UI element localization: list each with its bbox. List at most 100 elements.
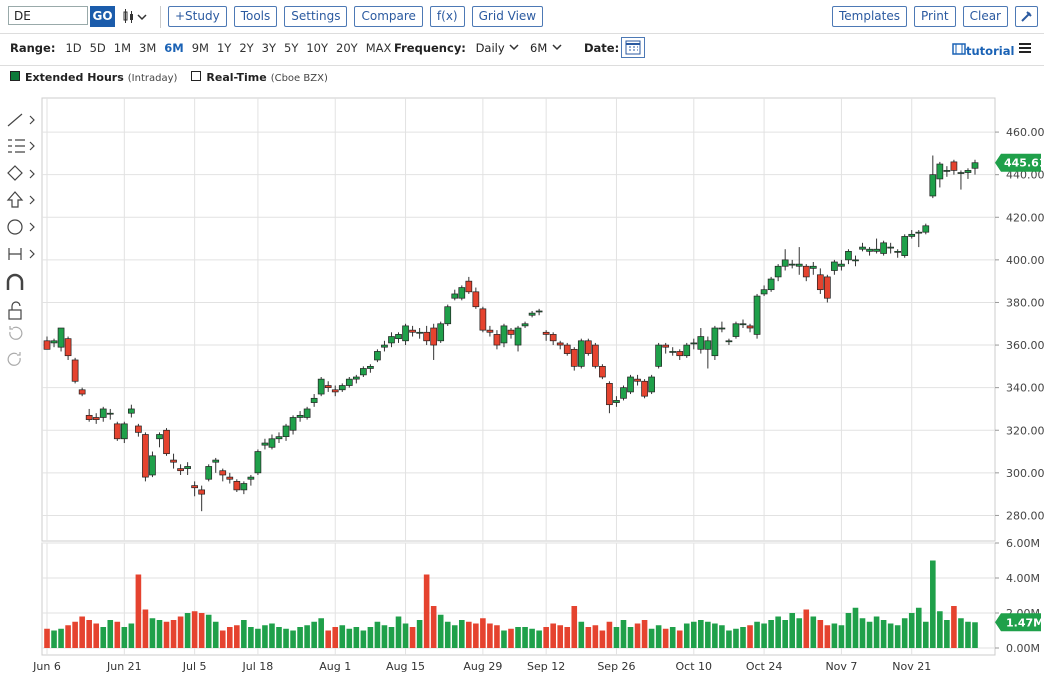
period-value: 6M bbox=[530, 41, 548, 55]
volume-bar bbox=[212, 621, 219, 648]
lock-tool[interactable] bbox=[8, 309, 22, 320]
candle-body bbox=[367, 366, 374, 369]
volume-bar bbox=[409, 627, 416, 648]
volume-bar bbox=[100, 627, 107, 648]
volume-badge bbox=[995, 613, 1041, 632]
range-option[interactable]: 20Y bbox=[336, 41, 358, 55]
volume-bar bbox=[163, 621, 170, 648]
candle-body bbox=[697, 336, 705, 350]
volume-bar bbox=[529, 628, 535, 648]
range-option[interactable]: 6M bbox=[164, 41, 184, 55]
volume-bar bbox=[887, 623, 894, 648]
candle-body bbox=[381, 344, 388, 348]
candle-body bbox=[781, 259, 789, 267]
tutorial-link[interactable]: tutorial bbox=[952, 43, 1014, 59]
candle-body bbox=[556, 342, 564, 346]
candle-body bbox=[613, 400, 620, 403]
candle-body bbox=[282, 425, 290, 437]
range-option[interactable]: MAX bbox=[365, 41, 392, 55]
volume-bar bbox=[606, 621, 613, 648]
volume-bar bbox=[248, 627, 254, 648]
volume-bar bbox=[297, 627, 303, 648]
price-badge bbox=[995, 153, 1041, 172]
redo-tool[interactable] bbox=[7, 352, 21, 366]
undo-tool[interactable] bbox=[9, 326, 23, 340]
toolbar-button[interactable]: Clear bbox=[962, 6, 1008, 27]
candle-body bbox=[908, 233, 916, 237]
chart-type-icon[interactable] bbox=[122, 8, 152, 26]
candle-body bbox=[289, 417, 297, 431]
pin-button[interactable] bbox=[1015, 6, 1038, 27]
candle-body bbox=[887, 246, 894, 249]
y-tick-label: 300.00 bbox=[1006, 467, 1044, 480]
range-option[interactable]: 1Y bbox=[216, 41, 232, 55]
legend-item: Real-Time (Cboe BZX) bbox=[191, 71, 328, 84]
range-option[interactable]: 5D bbox=[89, 41, 106, 55]
candle-body bbox=[514, 327, 522, 346]
toolbar-button[interactable]: f(x) bbox=[429, 6, 465, 27]
volume-bar bbox=[810, 616, 817, 648]
volume-bar bbox=[515, 627, 521, 648]
range-label: Range: bbox=[10, 41, 56, 55]
toolbar-button[interactable]: Tools bbox=[233, 6, 278, 27]
dropdown-icon bbox=[509, 44, 519, 51]
line-tool[interactable] bbox=[7, 113, 23, 127]
range-option[interactable]: 5Y bbox=[284, 41, 299, 55]
measure-tool[interactable] bbox=[8, 248, 22, 260]
candle-body bbox=[739, 323, 747, 326]
toolbar-button[interactable]: Compare bbox=[354, 6, 423, 27]
magnet-tool[interactable] bbox=[6, 273, 24, 290]
range-option[interactable]: 10Y bbox=[306, 41, 329, 55]
y-tick-label: 360.00 bbox=[1006, 339, 1044, 352]
volume-bar bbox=[458, 620, 465, 648]
range-option[interactable]: 1D bbox=[65, 41, 82, 55]
volume-bar bbox=[318, 618, 324, 648]
range-option[interactable]: 1M bbox=[113, 41, 132, 55]
volume-bar bbox=[437, 614, 444, 648]
volume-bar bbox=[381, 625, 388, 648]
candle-body bbox=[268, 438, 276, 448]
toolbar-button[interactable]: +Study bbox=[168, 6, 227, 27]
toolbar-button[interactable]: Templates bbox=[831, 6, 907, 27]
candle-body bbox=[261, 442, 269, 446]
y-tick-label: 400.00 bbox=[1006, 254, 1044, 267]
range-option[interactable]: 3M bbox=[139, 41, 157, 55]
candle-body bbox=[240, 483, 248, 491]
price-pane bbox=[41, 97, 996, 542]
frequency-select[interactable]: Daily bbox=[476, 41, 521, 55]
shape-tool[interactable] bbox=[7, 165, 23, 181]
volume-bar bbox=[79, 616, 85, 648]
volume-bar bbox=[866, 621, 873, 648]
legend: Extended Hours (Intraday) Real-Time (Cboe B… bbox=[10, 71, 342, 84]
x-tick-label: Jun 21 bbox=[106, 660, 142, 673]
range-option[interactable]: 9M bbox=[191, 41, 209, 55]
volume-bar bbox=[149, 618, 156, 648]
candle-body bbox=[163, 429, 170, 455]
toolbar-button[interactable]: Grid View bbox=[471, 6, 544, 27]
arrow-tool[interactable] bbox=[6, 191, 24, 208]
date: Date: bbox=[584, 40, 619, 56]
volume-bar bbox=[676, 630, 683, 648]
volume-bar bbox=[93, 623, 100, 648]
volume-bar bbox=[51, 630, 57, 648]
annotation-tool[interactable] bbox=[7, 219, 23, 235]
volume-bar bbox=[944, 620, 950, 648]
go-button[interactable]: GO bbox=[90, 6, 115, 27]
volume-bar bbox=[599, 630, 606, 648]
candle-body bbox=[338, 385, 346, 391]
candle-body bbox=[549, 334, 557, 342]
candle-body bbox=[493, 334, 501, 346]
fib-tool[interactable] bbox=[8, 139, 25, 153]
period-select[interactable]: 6M bbox=[530, 40, 563, 56]
range-option[interactable]: 3Y bbox=[261, 41, 277, 55]
candle-body bbox=[507, 329, 515, 335]
toolbar-button[interactable]: Print bbox=[914, 6, 956, 27]
range-option[interactable]: 2Y bbox=[239, 41, 254, 55]
toolbar-button[interactable]: Settings bbox=[284, 6, 348, 27]
volume-bar bbox=[922, 621, 929, 648]
symbol-input[interactable]: DE bbox=[8, 6, 88, 25]
menu-icon[interactable] bbox=[1018, 42, 1032, 54]
volume-bar bbox=[290, 630, 296, 648]
volume-bar bbox=[473, 623, 479, 648]
calendar-button[interactable] bbox=[621, 37, 645, 58]
